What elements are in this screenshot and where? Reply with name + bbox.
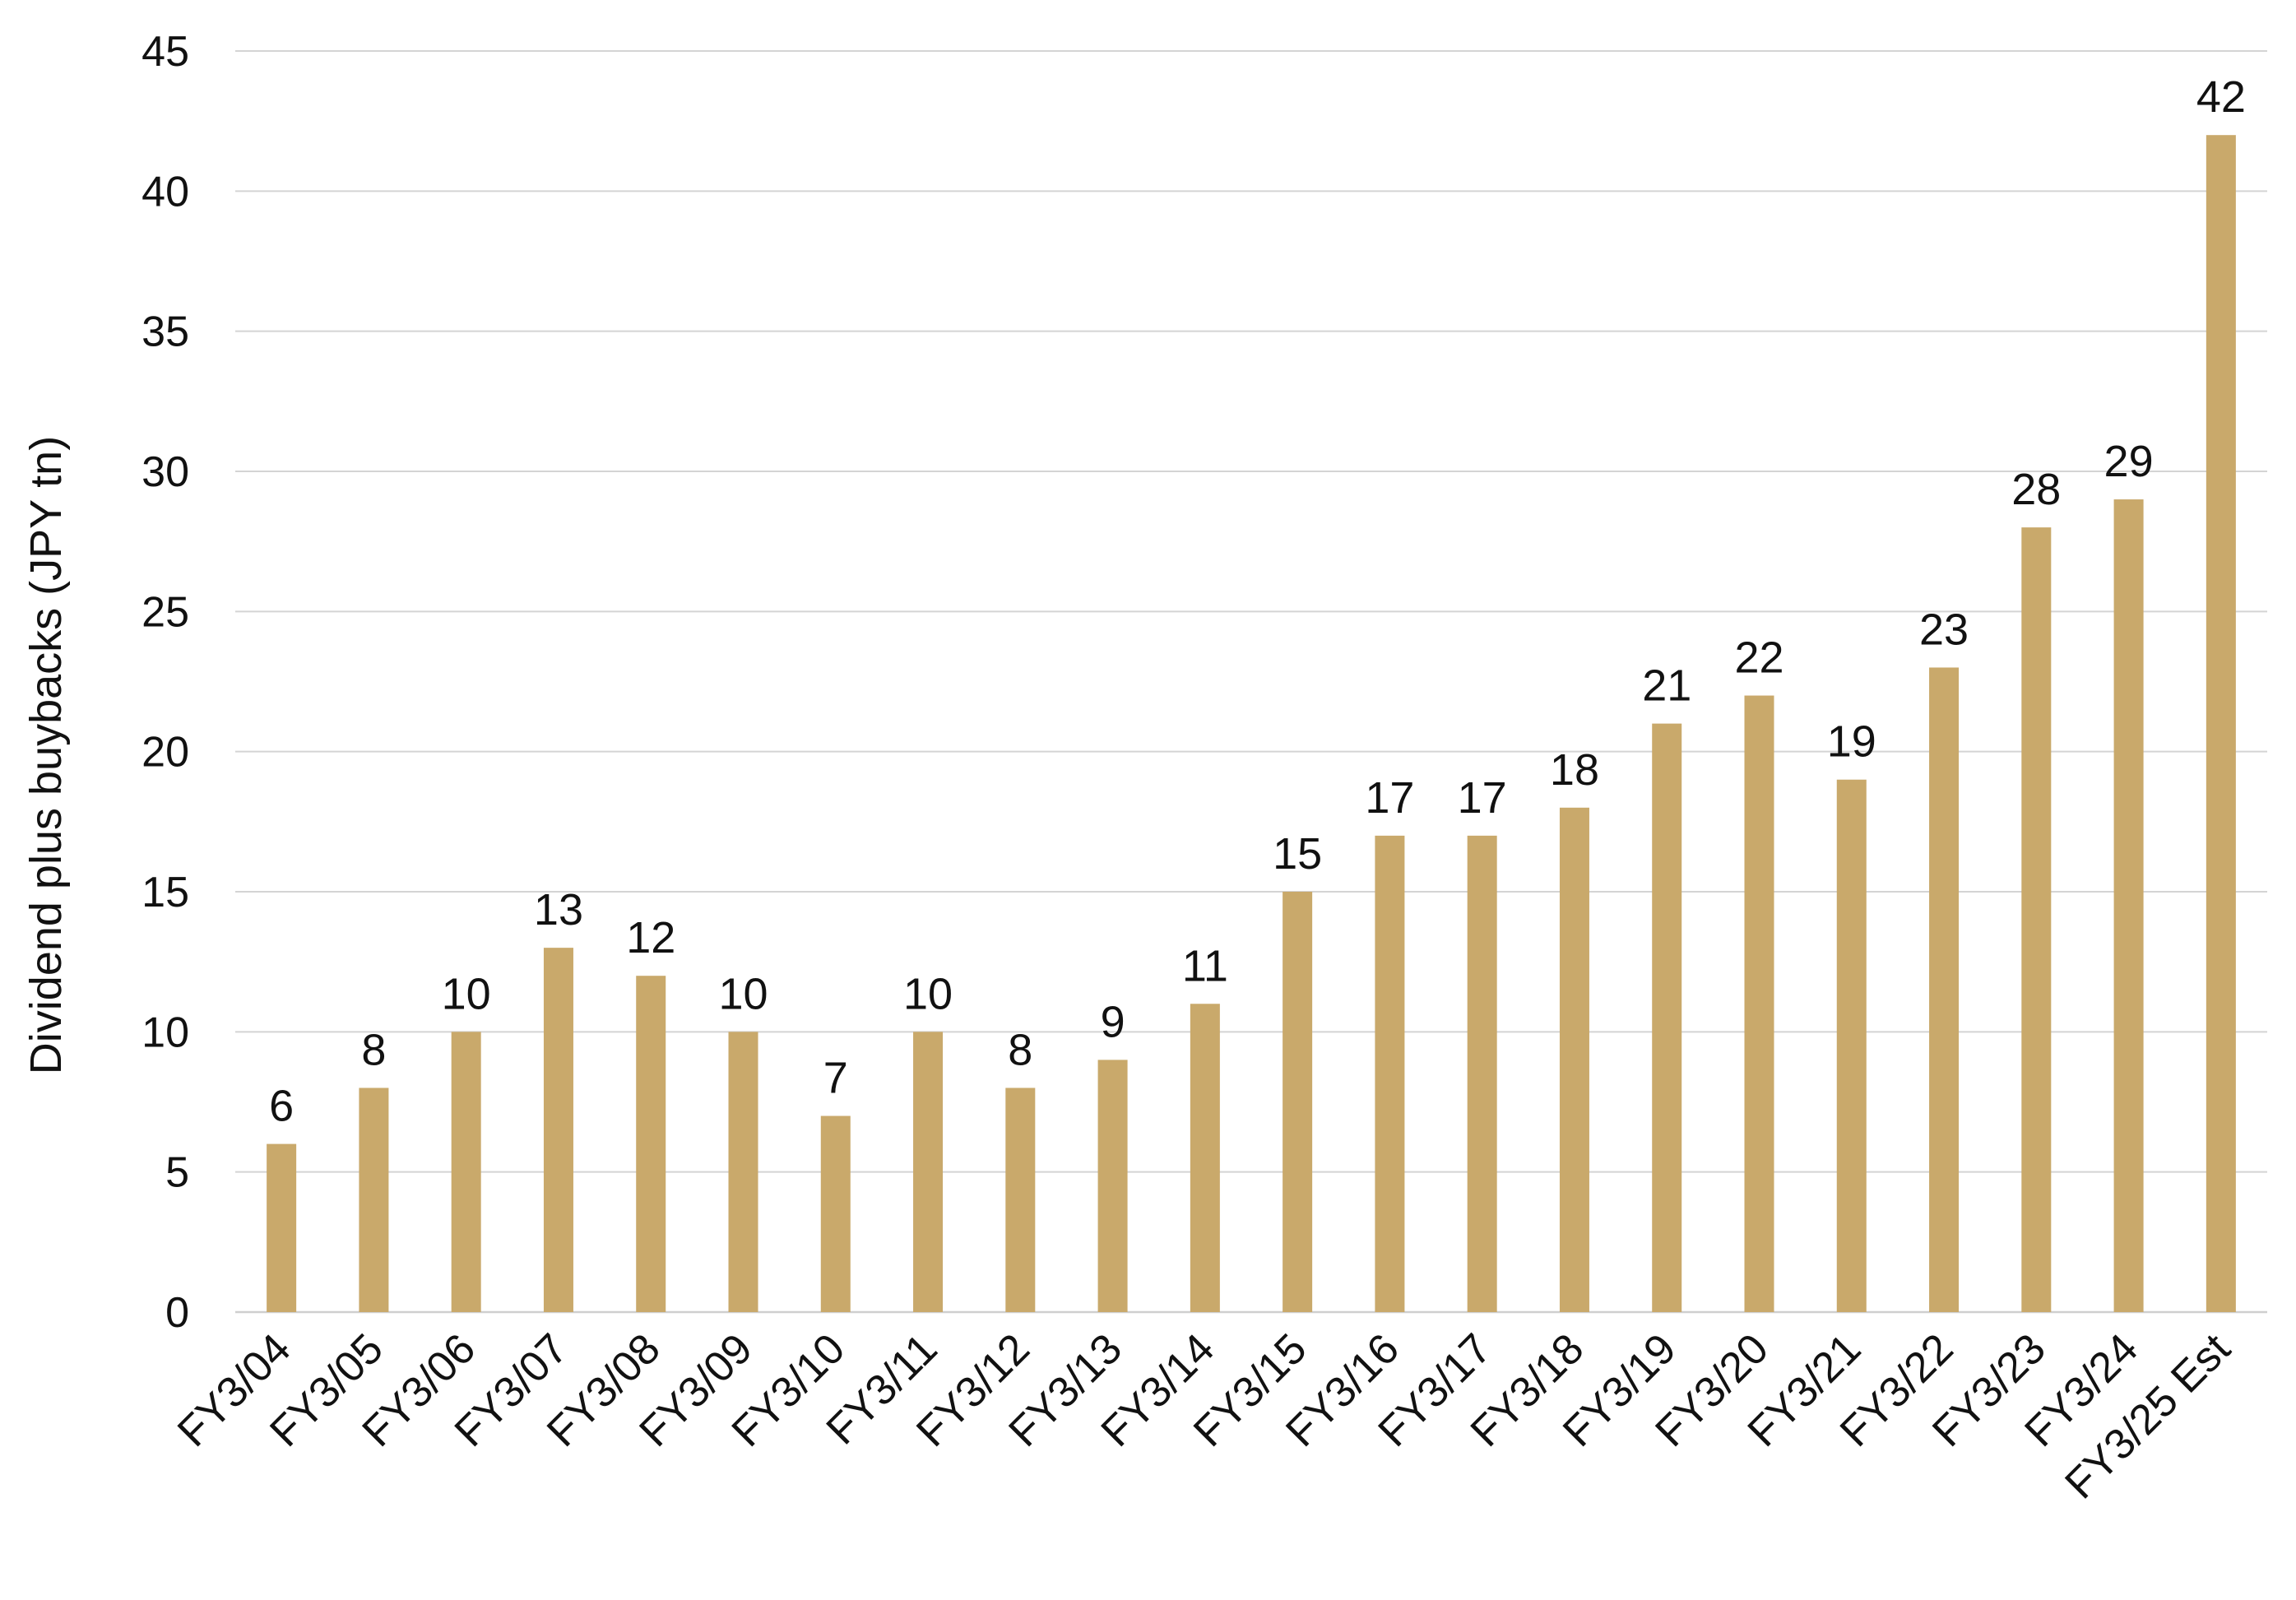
data-label: 10	[718, 969, 768, 1018]
bar	[820, 1115, 851, 1312]
bar	[1375, 835, 1405, 1312]
x-axis-categories: FY3/04FY3/05FY3/06FY3/07FY3/08FY3/09FY3/…	[169, 1324, 2240, 1508]
bar	[1929, 667, 1960, 1312]
data-label: 29	[2104, 437, 2154, 486]
y-tick-label: 0	[165, 1289, 189, 1337]
y-axis-title: Dividend plus buybacks (JPY tn)	[21, 436, 71, 1074]
data-label: 12	[626, 913, 675, 962]
y-tick-label: 15	[141, 869, 189, 916]
bar	[359, 1088, 389, 1312]
bar	[636, 976, 666, 1312]
data-label: 9	[1101, 997, 1125, 1046]
data-label: 21	[1642, 661, 1691, 711]
data-label: 10	[903, 969, 953, 1018]
data-label: 15	[1273, 829, 1322, 879]
data-label: 19	[1827, 717, 1876, 767]
bar	[267, 1143, 297, 1312]
data-label: 17	[1365, 773, 1414, 823]
data-label: 28	[2011, 465, 2061, 514]
y-tick-label: 40	[141, 168, 189, 216]
data-label: 8	[1008, 1025, 1032, 1074]
bar	[2206, 135, 2236, 1313]
data-label: 22	[1734, 633, 1783, 683]
y-tick-label: 20	[141, 729, 189, 777]
data-label: 10	[442, 969, 491, 1018]
y-tick-label: 45	[141, 28, 189, 76]
y-tick-label: 25	[141, 588, 189, 636]
y-tick-label: 35	[141, 308, 189, 356]
bar	[1467, 835, 1497, 1312]
bar	[2021, 527, 2052, 1312]
y-tick-label: 30	[141, 448, 189, 496]
gridlines	[235, 50, 2267, 1314]
data-label: 23	[1919, 605, 1969, 654]
data-label: 17	[1458, 773, 1507, 823]
bar	[1097, 1060, 1128, 1312]
data-label: 11	[1182, 941, 1228, 990]
bar	[451, 1032, 481, 1312]
y-tick-label: 5	[165, 1149, 189, 1197]
bar	[1559, 807, 1589, 1312]
bar	[1836, 779, 1867, 1312]
bar	[1283, 892, 1313, 1312]
bar	[728, 1032, 758, 1312]
data-label: 13	[534, 885, 583, 934]
bar	[543, 948, 573, 1312]
bar	[913, 1032, 944, 1312]
y-axis-ticks: 0 5 10 15 20 25 30 35 40 45	[141, 28, 189, 1337]
bar	[2113, 499, 2144, 1312]
data-label: 7	[823, 1054, 848, 1103]
bar	[1652, 723, 1682, 1312]
data-labels: 6 8 10 13 12 10 7 10 8 9 11 15 17 17 18 21 22 19 23 28 29 42	[269, 72, 2246, 1130]
y-tick-label: 10	[141, 1009, 189, 1056]
bar	[1190, 1004, 1220, 1312]
data-label: 6	[269, 1082, 294, 1131]
data-label: 42	[2196, 72, 2246, 122]
data-label: 8	[361, 1025, 386, 1074]
bar	[1744, 695, 1774, 1312]
bar	[1005, 1088, 1036, 1312]
bars	[267, 135, 2236, 1313]
data-label: 18	[1550, 745, 1599, 795]
